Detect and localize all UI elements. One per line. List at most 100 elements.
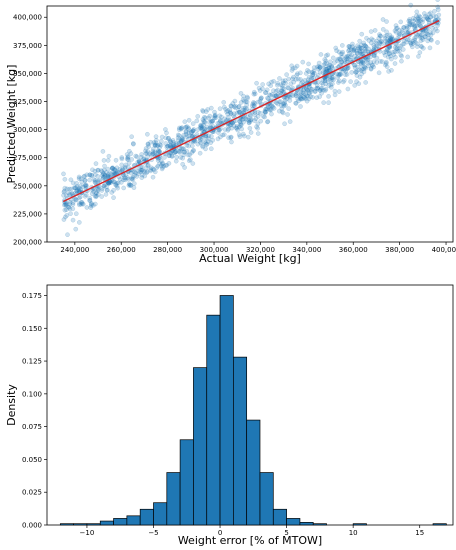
scatter-point xyxy=(190,143,195,149)
scatter-point xyxy=(329,64,335,69)
scatter-point xyxy=(330,75,336,80)
scatter-point xyxy=(150,151,155,157)
scatter-point xyxy=(306,69,312,74)
scatter-point xyxy=(336,71,341,77)
scatter-point xyxy=(109,171,114,177)
scatter-point xyxy=(101,183,107,189)
scatter-point xyxy=(96,187,101,192)
scatter-point xyxy=(349,47,354,53)
scatter-point xyxy=(327,75,333,81)
scatter-point xyxy=(380,27,386,32)
scatter-point xyxy=(99,188,105,193)
scatter-point xyxy=(368,60,373,65)
scatter-point xyxy=(80,184,86,190)
scatter-point xyxy=(128,183,134,188)
histogram-bar xyxy=(86,523,101,526)
scatter-point xyxy=(410,44,415,50)
scatter-point xyxy=(366,38,372,43)
scatter-point xyxy=(169,153,175,159)
scatter-point xyxy=(371,42,377,48)
scatter-point xyxy=(263,110,268,115)
scatter-point xyxy=(183,124,189,130)
scatter-point xyxy=(361,69,367,75)
scatter-point xyxy=(416,18,422,24)
scatter-point xyxy=(78,187,83,192)
scatter-point xyxy=(383,62,388,68)
scatter-point xyxy=(147,151,152,156)
scatter-point xyxy=(99,173,105,178)
scatter-point xyxy=(325,79,331,84)
scatter-point xyxy=(184,134,190,140)
scatter-point xyxy=(392,49,398,55)
scatter-point xyxy=(314,64,320,70)
scatter-point xyxy=(114,165,120,171)
scatter-point xyxy=(318,86,324,92)
scatter-point xyxy=(346,44,352,49)
scatter-point xyxy=(310,72,316,78)
scatter-point xyxy=(61,171,66,177)
scatter-point xyxy=(82,173,88,179)
scatter-point xyxy=(202,126,207,132)
scatter-point xyxy=(359,71,364,77)
scatter-point xyxy=(89,173,95,179)
scatter-point xyxy=(131,185,137,190)
scatter-point xyxy=(202,115,207,120)
scatter-point xyxy=(328,82,334,88)
scatter-point xyxy=(260,86,265,92)
scatter-point xyxy=(294,72,300,78)
scatter-point xyxy=(387,32,393,38)
scatter-point xyxy=(233,105,238,111)
scatter-point xyxy=(371,52,377,58)
scatter-point xyxy=(112,167,117,172)
scatter-point xyxy=(111,195,116,200)
scatter-point xyxy=(388,37,394,42)
scatter-point xyxy=(257,99,263,104)
scatter-point xyxy=(67,192,72,197)
scatter-point xyxy=(168,139,173,145)
scatter-point xyxy=(190,133,196,139)
scatter-point xyxy=(345,59,351,64)
scatter-point xyxy=(150,146,156,152)
scatter-point xyxy=(66,204,71,210)
scatter-point xyxy=(114,170,120,175)
scatter-point xyxy=(81,174,87,179)
scatter-point xyxy=(378,38,384,44)
scatter-point xyxy=(205,107,210,112)
scatter-point xyxy=(269,103,274,108)
scatter-point xyxy=(355,64,360,70)
scatter-point xyxy=(337,78,342,84)
scatter-point xyxy=(102,174,107,180)
scatter-point xyxy=(268,83,273,88)
scatter-point xyxy=(142,169,148,175)
scatter-point xyxy=(63,202,69,208)
scatter-point xyxy=(360,60,366,66)
scatter-point xyxy=(298,93,303,98)
scatter-point xyxy=(95,167,101,173)
scatter-point xyxy=(315,79,321,85)
scatter-point xyxy=(408,40,414,46)
scatter-point xyxy=(95,173,101,179)
scatter-point xyxy=(315,85,320,91)
scatter-point xyxy=(336,73,342,78)
scatter-point xyxy=(143,151,149,156)
scatter-point xyxy=(345,54,351,59)
scatter-point xyxy=(346,48,351,54)
scatter-point xyxy=(354,79,359,84)
scatter-point xyxy=(265,95,270,101)
scatter-point xyxy=(230,120,235,126)
scatter-point xyxy=(315,73,321,78)
scatter-point xyxy=(301,95,307,100)
scatter-point xyxy=(95,167,101,173)
scatter-point xyxy=(126,183,132,188)
scatter-point xyxy=(361,66,367,72)
scatter-point xyxy=(62,188,67,194)
scatter-y-tick-label: 275,000 xyxy=(13,154,42,162)
scatter-point xyxy=(155,142,161,148)
scatter-point xyxy=(298,96,304,102)
scatter-point xyxy=(377,33,383,39)
scatter-point xyxy=(368,66,374,71)
scatter-point xyxy=(309,86,315,92)
scatter-point xyxy=(366,46,371,52)
scatter-point xyxy=(376,70,382,76)
scatter-point xyxy=(324,69,330,74)
